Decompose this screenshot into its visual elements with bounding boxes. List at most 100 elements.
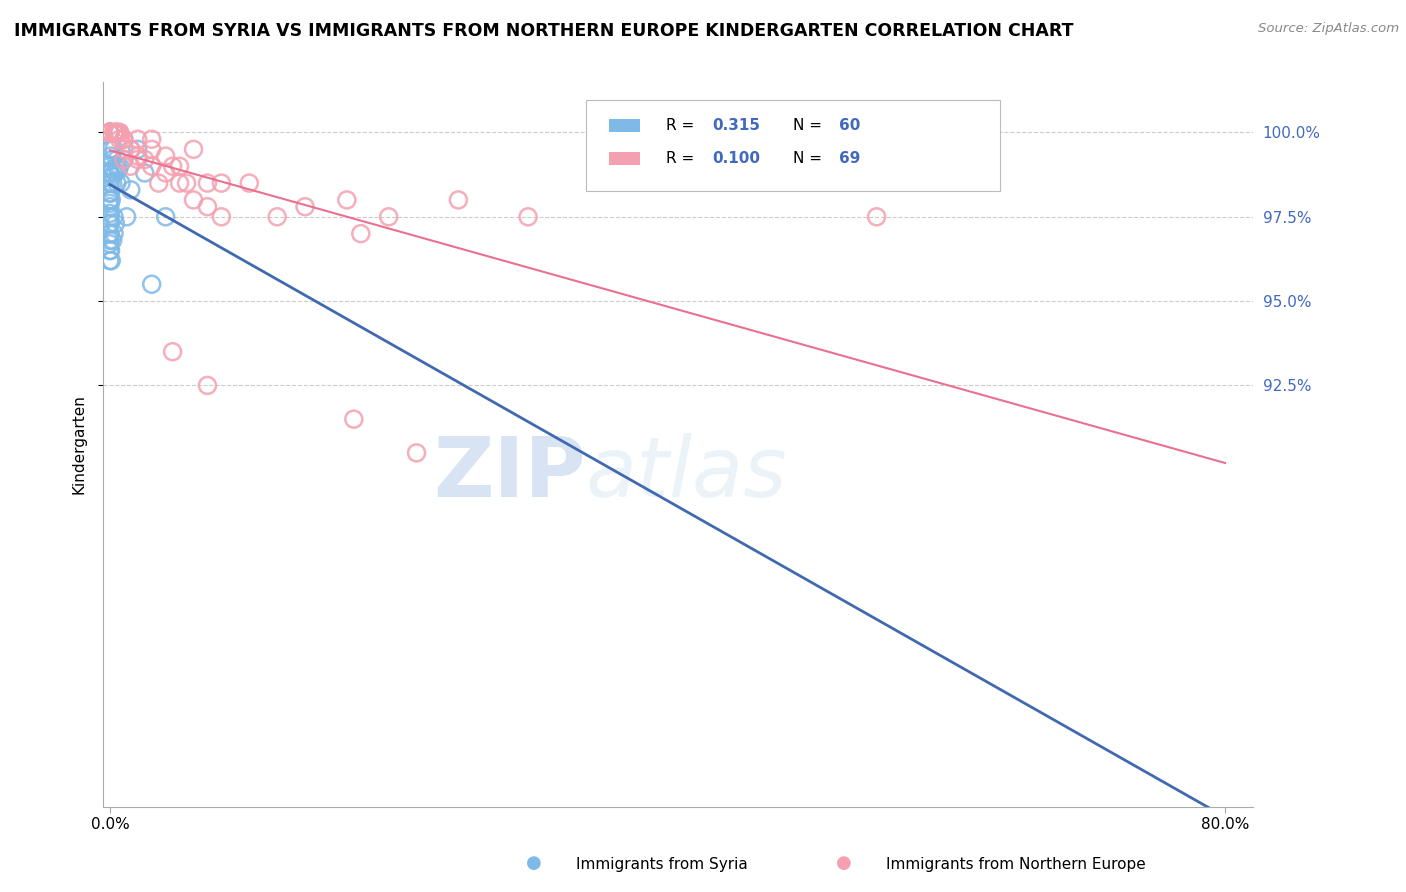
Point [103,227,125,241]
Point [100,253,122,268]
Point [105,126,128,140]
Point [148,176,170,190]
Text: R =: R = [666,118,700,133]
Point [120,183,142,197]
Point [169,176,191,190]
Point [98,126,121,140]
Point [98,126,121,140]
Text: Immigrants from Northern Europe: Immigrants from Northern Europe [886,857,1146,872]
Point [197,378,219,392]
Point [103,142,125,156]
Point [98,126,121,140]
FancyBboxPatch shape [586,100,1000,191]
Point [266,210,288,224]
Point [183,193,205,207]
Point [127,132,149,146]
Text: Source: ZipAtlas.com: Source: ZipAtlas.com [1258,22,1399,36]
Text: N =: N = [793,151,827,166]
Point [98,176,121,190]
Point [98,217,121,231]
Point [110,176,132,190]
Point [98,126,121,140]
Point [98,244,121,258]
Point [209,176,232,190]
Text: ●: ● [526,855,543,872]
Point [98,126,121,140]
Text: R =: R = [666,151,700,166]
Point [107,162,129,177]
Text: ●: ● [835,855,852,872]
Point [197,176,219,190]
Point [141,159,163,173]
Point [98,126,121,140]
Point [105,126,128,140]
Point [98,126,121,140]
Text: 0.315: 0.315 [713,118,761,133]
Point [350,227,373,241]
Point [104,166,127,180]
Point [98,126,121,140]
Point [120,142,142,156]
Text: 0.100: 0.100 [713,151,761,166]
Point [120,142,142,156]
Point [98,126,121,140]
Point [98,236,121,251]
Point [105,126,128,140]
Point [98,166,121,180]
Text: ZIP: ZIP [433,433,586,514]
FancyBboxPatch shape [609,152,640,164]
Point [155,149,177,163]
Point [98,193,121,207]
Point [98,126,121,140]
Point [120,159,142,173]
Point [108,126,131,140]
Point [238,176,260,190]
Point [108,159,131,173]
Point [103,126,125,140]
Point [98,126,121,140]
Point [294,200,316,214]
Point [112,132,135,146]
Point [98,126,121,140]
Point [98,126,121,140]
Point [98,186,121,201]
Point [112,153,135,167]
Point [100,244,122,258]
Point [98,126,121,140]
Point [100,166,122,180]
Point [100,142,122,156]
Point [127,142,149,156]
Point [105,126,128,140]
Point [98,126,121,140]
Point [98,193,121,207]
Point [162,344,184,359]
Point [155,210,177,224]
Point [98,210,121,224]
Point [98,126,121,140]
Point [98,126,121,140]
Point [98,126,121,140]
Point [103,210,125,224]
Point [98,217,121,231]
Point [101,162,124,177]
Point [98,126,121,140]
Point [127,149,149,163]
Point [98,126,121,140]
Point [98,234,121,248]
Point [105,159,128,173]
Point [141,142,163,156]
Point [98,126,121,140]
Point [98,126,121,140]
Point [98,206,121,220]
Point [98,227,121,241]
Point [98,126,121,140]
Point [103,126,125,140]
Point [103,126,125,140]
Point [98,126,121,140]
Point [134,166,156,180]
Point [517,210,540,224]
Point [98,142,121,156]
Point [112,142,135,156]
Point [98,126,121,140]
Point [377,210,399,224]
